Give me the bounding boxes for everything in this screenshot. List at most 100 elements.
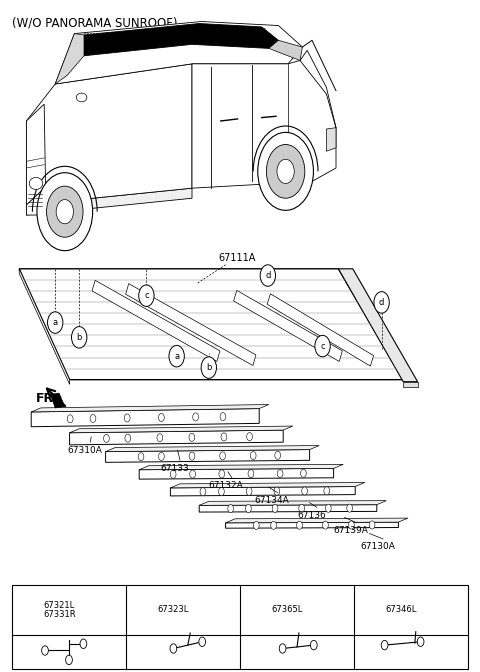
Circle shape	[274, 487, 280, 495]
Text: (W/O PANORAMA SUNROOF): (W/O PANORAMA SUNROOF)	[12, 17, 178, 30]
Polygon shape	[26, 188, 44, 215]
Text: b: b	[138, 605, 143, 614]
Circle shape	[228, 505, 233, 513]
Polygon shape	[50, 393, 65, 408]
Text: 67310A: 67310A	[67, 446, 102, 454]
Ellipse shape	[76, 93, 87, 102]
Circle shape	[104, 434, 109, 442]
Text: 67365L: 67365L	[271, 605, 302, 614]
Circle shape	[47, 186, 83, 237]
Circle shape	[193, 413, 199, 421]
Polygon shape	[170, 487, 355, 496]
Polygon shape	[326, 128, 336, 151]
Circle shape	[20, 601, 33, 620]
Circle shape	[271, 521, 276, 530]
Circle shape	[297, 521, 302, 530]
Circle shape	[221, 433, 227, 441]
Circle shape	[245, 505, 252, 513]
Circle shape	[302, 487, 308, 495]
Polygon shape	[226, 518, 408, 523]
Circle shape	[218, 487, 224, 496]
Polygon shape	[55, 22, 302, 84]
Text: 67111A: 67111A	[218, 253, 256, 263]
Circle shape	[277, 159, 294, 183]
Circle shape	[275, 452, 280, 460]
Text: 67130A: 67130A	[360, 542, 395, 551]
Circle shape	[277, 470, 283, 478]
Circle shape	[247, 433, 252, 441]
Circle shape	[324, 487, 330, 495]
Circle shape	[300, 469, 306, 477]
Text: 67346L: 67346L	[385, 605, 417, 614]
Polygon shape	[19, 269, 403, 380]
Circle shape	[248, 601, 261, 620]
Circle shape	[133, 601, 147, 620]
Polygon shape	[403, 382, 418, 387]
Polygon shape	[199, 501, 386, 505]
Circle shape	[219, 470, 225, 478]
Circle shape	[272, 505, 278, 513]
Polygon shape	[338, 269, 418, 382]
Circle shape	[37, 173, 93, 251]
Circle shape	[170, 470, 176, 478]
Circle shape	[251, 452, 256, 460]
Circle shape	[260, 265, 276, 286]
Text: 67134A: 67134A	[254, 496, 289, 505]
Polygon shape	[226, 522, 398, 528]
Text: c: c	[252, 605, 256, 614]
Circle shape	[158, 413, 164, 421]
Text: a: a	[174, 351, 179, 361]
Circle shape	[299, 504, 304, 512]
Circle shape	[220, 413, 226, 421]
Circle shape	[266, 144, 305, 198]
Text: FR.: FR.	[36, 392, 59, 405]
Polygon shape	[234, 290, 342, 362]
Polygon shape	[106, 450, 310, 462]
Circle shape	[220, 452, 226, 460]
Circle shape	[258, 132, 313, 210]
Circle shape	[48, 312, 63, 333]
Polygon shape	[92, 280, 220, 362]
Circle shape	[347, 504, 352, 512]
Circle shape	[190, 470, 195, 478]
Text: 67132A: 67132A	[209, 481, 243, 490]
Text: d: d	[379, 298, 384, 307]
Text: 67133: 67133	[161, 464, 190, 472]
Circle shape	[246, 487, 252, 495]
Circle shape	[279, 644, 286, 653]
Polygon shape	[139, 464, 343, 470]
Circle shape	[66, 655, 72, 665]
Polygon shape	[192, 60, 336, 188]
FancyBboxPatch shape	[12, 585, 468, 669]
Text: b: b	[76, 333, 82, 342]
Circle shape	[42, 646, 48, 655]
Text: 67321L: 67321L	[43, 601, 74, 610]
Text: 67136: 67136	[298, 511, 326, 519]
Text: d: d	[265, 271, 271, 280]
Polygon shape	[70, 430, 283, 445]
Circle shape	[325, 504, 331, 512]
Circle shape	[170, 644, 177, 653]
Circle shape	[158, 452, 164, 460]
Polygon shape	[55, 34, 84, 84]
Text: 67323L: 67323L	[157, 605, 189, 614]
Circle shape	[361, 601, 375, 620]
Polygon shape	[126, 284, 256, 366]
Circle shape	[125, 434, 131, 442]
Circle shape	[374, 292, 389, 313]
Text: 67139A: 67139A	[334, 526, 369, 535]
Circle shape	[124, 414, 130, 422]
Ellipse shape	[29, 177, 43, 190]
Circle shape	[67, 415, 73, 423]
Polygon shape	[170, 482, 365, 488]
Circle shape	[348, 521, 354, 529]
Circle shape	[199, 637, 205, 646]
Circle shape	[56, 200, 73, 224]
Text: a: a	[24, 605, 29, 614]
Polygon shape	[269, 40, 302, 60]
Circle shape	[381, 640, 388, 650]
Polygon shape	[267, 294, 373, 366]
Circle shape	[369, 521, 375, 529]
Circle shape	[169, 345, 184, 367]
Text: c: c	[144, 291, 149, 300]
